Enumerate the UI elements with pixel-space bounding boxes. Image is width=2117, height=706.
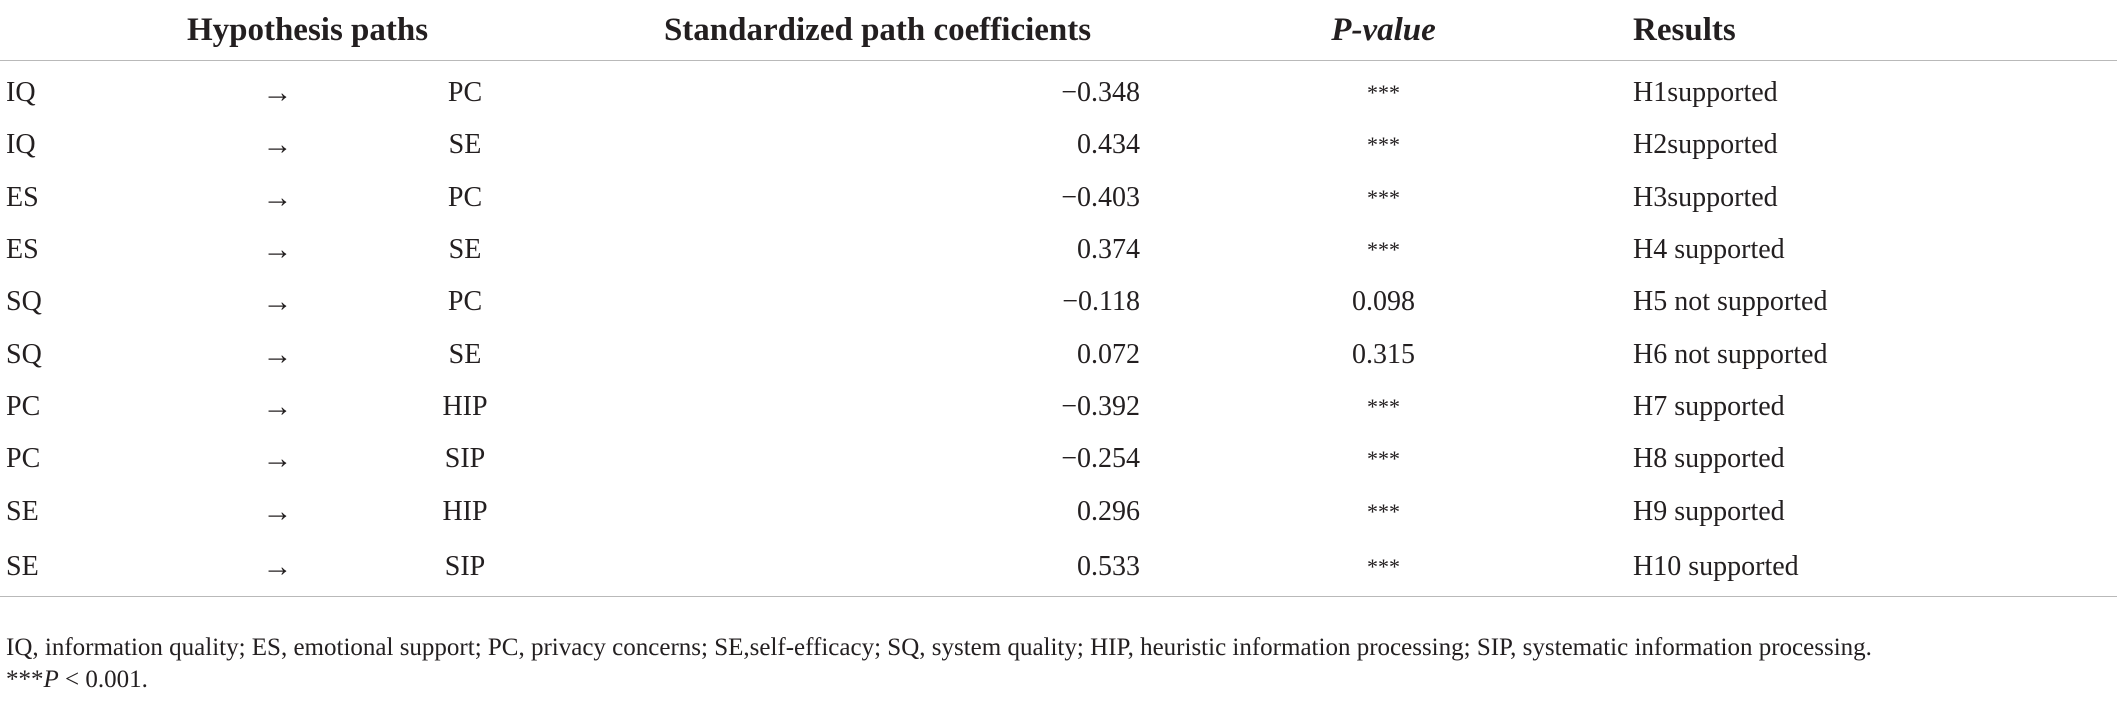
path-from: ES — [6, 234, 39, 266]
path-to: PC — [447, 77, 483, 109]
p-value-cell: 0.315 — [1352, 338, 1416, 370]
path-from: IQ — [6, 129, 36, 161]
hypothesis-results-table: Hypothesis paths Standardized path coeff… — [0, 0, 2117, 597]
result-cell: H8 supported — [1633, 443, 1785, 475]
result-cell: H3supported — [1633, 181, 1778, 213]
path-to: HIP — [442, 495, 488, 527]
path-from: SE — [0, 537, 240, 597]
table-row: IQ → SE 0.434 *** H2supported — [0, 119, 2117, 171]
path-to: SIP — [315, 537, 616, 597]
path-from: PC — [6, 390, 41, 422]
path-from: SQ — [6, 338, 42, 370]
path-to: SIP — [444, 443, 486, 475]
result-cell: H6 not supported — [1633, 338, 1828, 370]
p-value-cell: 0.098 — [1352, 286, 1416, 318]
p-value-cell: *** — [1367, 132, 1401, 158]
footnote-significance-p: P — [43, 666, 59, 693]
header-results: Results — [1627, 0, 2117, 61]
result-cell: H9 supported — [1633, 495, 1785, 527]
result-cell: H2supported — [1633, 129, 1778, 161]
table-row: IQ → PC −0.348 *** H1supported — [0, 61, 2117, 120]
path-coefficient: 0.296 — [1077, 495, 1141, 527]
path-coefficient: 0.072 — [1077, 338, 1141, 370]
path-to: HIP — [442, 390, 488, 422]
path-to: SE — [448, 234, 482, 266]
path-from: SE — [6, 495, 39, 527]
p-value-cell: *** — [1367, 498, 1401, 524]
path-arrow: → — [262, 389, 293, 423]
path-arrow: → — [262, 285, 293, 319]
header-row: Hypothesis paths Standardized path coeff… — [0, 0, 2117, 61]
footnote-significance-threshold: < 0.001. — [58, 666, 148, 693]
table-body: IQ → PC −0.348 *** H1supported IQ → SE 0… — [0, 61, 2117, 597]
path-arrow: → — [262, 233, 293, 267]
table-row: ES → PC −0.403 *** H3supported — [0, 172, 2117, 224]
path-coefficient: −0.348 — [1061, 77, 1141, 109]
footnote-abbreviations: IQ, information quality; ES, emotional s… — [6, 634, 1872, 661]
path-arrow: → — [262, 494, 293, 528]
table-row: SQ → SE 0.072 0.315 H6 not supported — [0, 328, 2117, 380]
p-value-cell: *** — [1367, 446, 1401, 472]
result-cell: H1supported — [1633, 77, 1778, 109]
table-row: ES → SE 0.374 *** H4 supported — [0, 224, 2117, 276]
path-arrow: → — [262, 128, 293, 162]
path-arrow: → — [240, 537, 315, 597]
p-value-cell: *** — [1367, 80, 1401, 106]
result-cell: H5 not supported — [1633, 286, 1828, 318]
path-coefficient: 0.374 — [1077, 234, 1141, 266]
table-row: PC → HIP −0.392 *** H7 supported — [0, 381, 2117, 433]
path-arrow: → — [262, 337, 293, 371]
table-header: Hypothesis paths Standardized path coeff… — [0, 0, 2117, 61]
path-coefficient: −0.403 — [1061, 181, 1141, 213]
table-row: PC → SIP −0.254 *** H8 supported — [0, 433, 2117, 485]
header-hypothesis-paths: Hypothesis paths — [0, 0, 616, 61]
header-standardized-coefficients: Standardized path coefficients — [615, 0, 1141, 61]
result-cell: H7 supported — [1633, 390, 1785, 422]
p-value-cell: *** — [1367, 237, 1401, 263]
path-arrow: → — [262, 442, 293, 476]
path-from: IQ — [6, 77, 36, 109]
path-to: SE — [448, 129, 482, 161]
path-to: PC — [447, 181, 483, 213]
table-row: SE → HIP 0.296 *** H9 supported — [0, 485, 2117, 537]
path-to: PC — [447, 286, 483, 318]
path-from: ES — [6, 181, 39, 213]
path-arrow: → — [262, 180, 293, 214]
path-from: SQ — [6, 286, 42, 318]
path-coefficient: 0.434 — [1077, 129, 1141, 161]
p-value-cell: *** — [1367, 393, 1401, 419]
path-coefficient: −0.254 — [1061, 443, 1141, 475]
path-to: SE — [448, 338, 482, 370]
table-row: SQ → PC −0.118 0.098 H5 not supported — [0, 276, 2117, 328]
results-table-container: Hypothesis paths Standardized path coeff… — [0, 0, 2117, 597]
header-p-value: P-value — [1140, 0, 1628, 61]
p-value-cell: *** — [1367, 184, 1401, 210]
path-coefficient: 0.533 — [615, 537, 1141, 597]
table-footnote: IQ, information quality; ES, emotional s… — [6, 632, 2111, 696]
path-arrow: → — [262, 76, 293, 110]
path-coefficient: −0.118 — [1062, 286, 1141, 318]
path-from: PC — [6, 443, 41, 475]
result-cell: H10 supported — [1627, 537, 2117, 597]
table-row: SE → SIP 0.533 *** H10 supported — [0, 537, 2117, 597]
footnote-significance-stars: *** — [6, 666, 44, 693]
result-cell: H4 supported — [1633, 234, 1785, 266]
path-coefficient: −0.392 — [1061, 390, 1141, 422]
p-value-cell: *** — [1140, 537, 1628, 597]
